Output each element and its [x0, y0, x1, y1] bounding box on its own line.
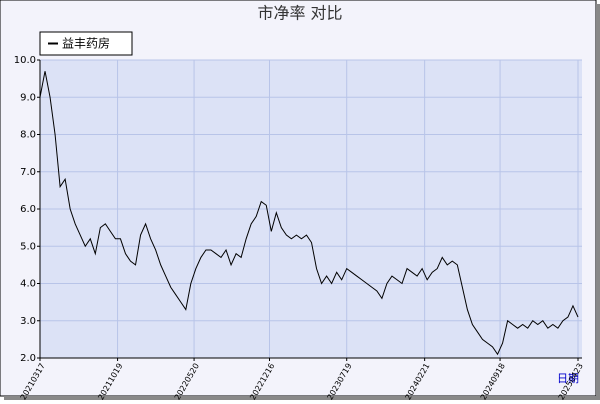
- frame-shadow: [596, 4, 600, 400]
- y-tick-label: 2.0: [20, 353, 36, 364]
- y-tick-label: 9.0: [20, 92, 36, 103]
- y-tick-label: 10.0: [14, 55, 36, 66]
- chart-title: 市净率 对比: [257, 4, 342, 23]
- frame-shadow: [4, 396, 600, 400]
- y-tick-label: 6.0: [20, 204, 36, 215]
- y-tick-label: 4.0: [20, 279, 36, 290]
- y-tick-label: 7.0: [20, 167, 36, 178]
- legend: 益丰药房: [39, 31, 133, 56]
- legend-box: [39, 31, 133, 56]
- y-tick-label: 5.0: [20, 241, 36, 252]
- grid: [37, 59, 582, 361]
- y-tick-label: 8.0: [20, 130, 36, 141]
- legend-label: 益丰药房: [62, 36, 110, 51]
- x-axis-label: 日期: [557, 372, 579, 385]
- series: [39, 71, 579, 356]
- y-tick-label: 3.0: [20, 316, 36, 327]
- data-line: [39, 71, 579, 356]
